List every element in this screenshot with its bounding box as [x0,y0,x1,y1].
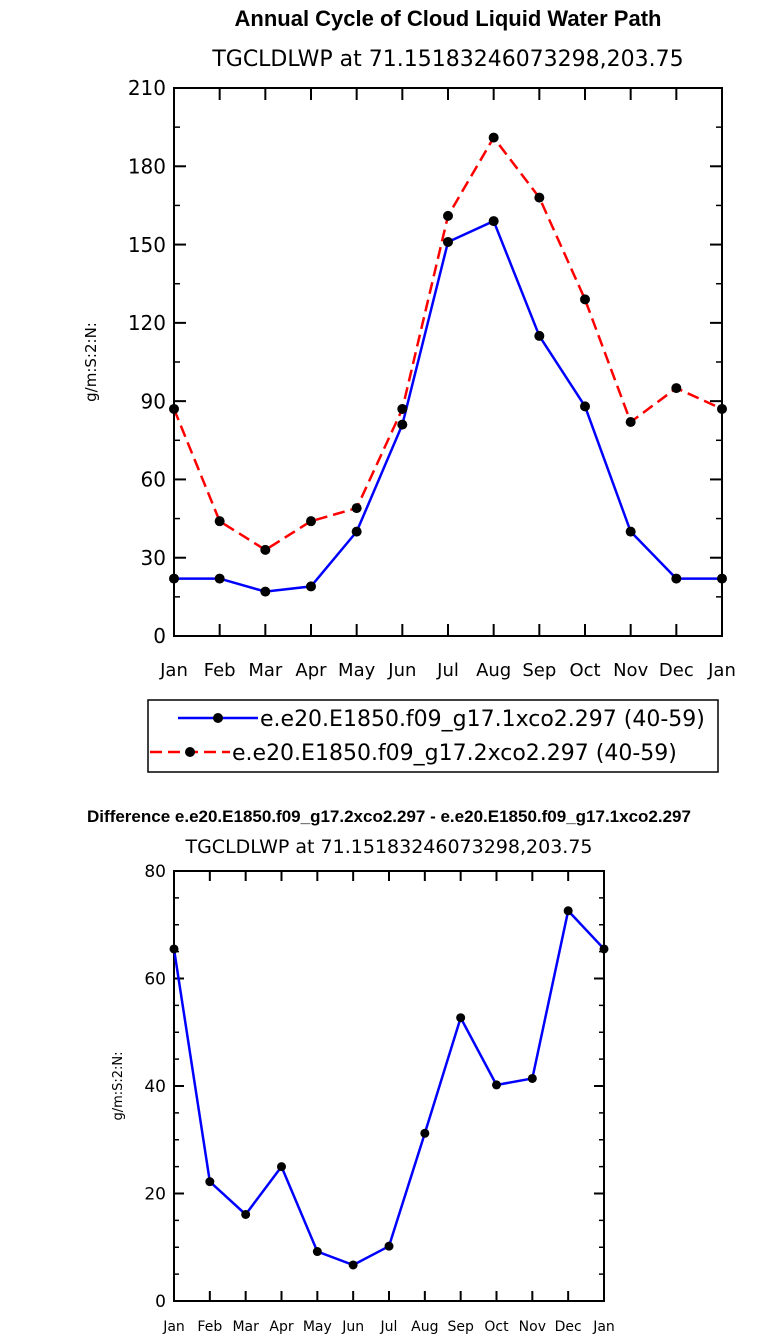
x-tick-label: Jan [592,1319,615,1335]
data-point [563,906,573,916]
y-tick-label: 120 [128,311,166,335]
data-point [527,1073,537,1083]
x-tick-label: Nov [613,660,648,681]
x-tick-label: Oct [569,660,600,681]
chart1-title: Annual Cycle of Cloud Liquid Water Path [235,6,662,31]
data-point [260,586,271,597]
chart2-title: Difference e.e20.E1850.f09_g17.2xco2.297… [87,807,691,826]
data-point [625,526,636,537]
x-tick-label: Sep [522,660,556,681]
chart2-plot-frame [173,870,605,1302]
data-point [534,330,545,341]
data-point [580,401,590,412]
data-point [351,526,362,537]
data-point [625,417,636,428]
data-point [169,944,179,954]
x-tick-label: Jan [162,1319,185,1335]
x-tick-label: Mar [248,660,283,681]
y-tick-label: 80 [144,862,166,882]
data-point [277,1162,286,1172]
y-tick-label: 150 [128,233,166,257]
data-point [169,403,179,414]
x-tick-label: Feb [197,1319,222,1335]
data-point [492,1080,501,1090]
series-line-2 [172,135,723,552]
y-tick-label: 60 [144,970,166,990]
chart2-ticks: 0 20 40 60 80 Jan Feb Mar Apr May Jun Jul Aug Sep Oct N… [144,862,614,1335]
chart1-ylabel: g/m:S:2:N: [82,322,100,402]
data-point [488,216,499,227]
chart1-plot-frame [173,87,723,637]
chart2-series [169,906,609,1270]
y-tick-label: 30 [141,546,166,570]
data-point [384,1241,394,1251]
chart1-ticks: 0 30 60 90 120 150 180 210 Jan Feb Mar Apr May Jun Jul… [128,76,736,681]
x-tick-label: Dec [555,1319,582,1335]
x-tick-label: Jul [436,660,459,681]
series-line-1 [172,908,605,1267]
data-point [717,403,727,414]
data-point [420,1128,430,1138]
x-tick-label: Jun [341,1319,364,1335]
x-tick-label: May [303,1319,332,1335]
x-tick-label: Jul [380,1319,398,1335]
data-point [397,403,408,414]
x-tick-label: Feb [204,660,236,681]
x-tick-label: Nov [519,1319,546,1335]
y-tick-label: 180 [128,154,166,178]
data-point [671,383,682,394]
chart2-ylabel: g/m:S:2:N: [111,1051,126,1120]
data-point [488,132,499,143]
legend-label-2: e.e20.E1850.f09_g17.2xco2.297 (40-59) [232,741,677,766]
legend-label-1: e.e20.E1850.f09_g17.1xco2.297 (40-59) [260,707,705,732]
data-point [443,236,453,247]
data-point [241,1209,251,1219]
data-point [717,573,727,584]
data-point [456,1013,466,1023]
x-tick-label: Jan [707,660,736,681]
x-tick-label: Aug [476,660,511,681]
data-point [312,1247,322,1257]
data-point [169,573,179,584]
data-point [671,573,682,584]
data-point [306,581,316,592]
y-tick-label: 0 [155,1292,166,1312]
x-tick-label: May [338,660,376,681]
series-line-1 [174,219,722,593]
y-tick-label: 60 [141,468,166,492]
data-point [599,944,609,954]
y-tick-label: 20 [144,1185,166,1205]
data-point [214,573,225,584]
data-point [351,503,362,514]
data-point [205,1177,215,1187]
data-point [260,544,271,555]
x-tick-label: Dec [659,660,694,681]
x-tick-label: Sep [447,1319,474,1335]
data-point [397,419,408,430]
data-point [580,294,590,305]
legend-marker-1 [213,713,223,723]
x-tick-label: Jan [159,660,188,681]
data-point [214,516,225,527]
chart2-subtitle: TGCLDLWP at 71.15183246073298,203.75 [184,836,592,858]
data-point [306,516,316,527]
x-tick-label: Jun [387,660,416,681]
data-point [534,192,545,203]
x-tick-label: Oct [484,1319,509,1335]
y-tick-label: 210 [128,76,166,100]
y-tick-label: 40 [144,1077,166,1097]
y-tick-label: 90 [141,389,166,413]
legend-box [147,699,719,773]
x-tick-label: Apr [295,660,327,681]
data-point [348,1260,358,1270]
y-tick-label: 0 [153,624,166,648]
x-tick-label: Apr [269,1319,293,1335]
chart1-subtitle: TGCLDLWP at 71.15183246073298,203.75 [211,47,683,72]
data-point [443,210,453,221]
x-tick-label: Aug [411,1319,438,1335]
x-tick-label: Mar [232,1319,259,1335]
legend-marker-2 [185,747,195,757]
chart1-series [169,132,727,597]
